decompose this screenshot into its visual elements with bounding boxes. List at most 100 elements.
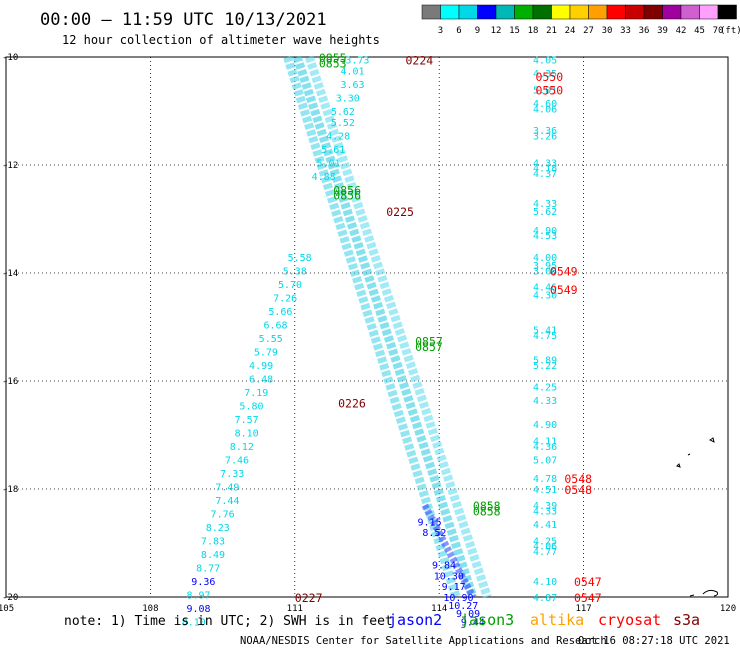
satellite-track	[292, 55, 478, 599]
colorbar-label: 12	[491, 26, 502, 36]
time-label: 0853	[319, 56, 347, 70]
swh-value: 4.78	[533, 474, 557, 485]
x-tick-label: 120	[720, 604, 736, 614]
swh-value: 8.10	[182, 617, 206, 628]
time-label: 0858	[473, 499, 501, 513]
swh-value: 7.49	[215, 482, 239, 493]
swh-value: 3.26	[533, 131, 557, 142]
legend-item-jason2: jason2	[388, 611, 442, 629]
time-label: 0225	[386, 205, 414, 219]
satellite-track	[421, 503, 476, 599]
colorbar-swatch	[588, 4, 608, 20]
colorbar-swatch	[699, 4, 719, 20]
swh-value: 3.36	[533, 126, 557, 137]
swh-value: 9.09	[456, 609, 480, 620]
coastline-outline	[689, 589, 719, 597]
swh-value: 7.46	[225, 455, 249, 466]
swh-value: 4.88	[312, 172, 336, 183]
swh-value: 10.27	[448, 601, 478, 612]
colorbar-label: 3	[438, 26, 443, 36]
footer-generated: Oct 16 08:27:18 UTC 2021	[578, 635, 730, 647]
swh-value: 4.37	[533, 169, 557, 180]
swh-value: 3.63	[341, 80, 365, 91]
colorbar: 3 6 9 12 15 18 21 24 27 30 33 36 39 42 45 70(ft)	[421, 4, 740, 36]
x-tick-label: 105	[0, 604, 14, 614]
swh-value: 3.30	[336, 94, 360, 105]
swh-value: 9.36	[191, 577, 215, 588]
chart-subtitle: 12 hour collection of altimeter wave hei…	[62, 33, 380, 47]
swh-value: 4.33	[533, 158, 557, 169]
swh-value: 5.52	[331, 118, 355, 129]
swh-value: 5.55	[259, 334, 283, 345]
colorbar-label: 33	[620, 26, 631, 36]
swh-value: 4.25	[533, 536, 557, 547]
note-text: note: 1) Time is in UTC; 2) SWH is in fe…	[64, 614, 393, 629]
axis-ticks: 105 108 111 114 117 120 -10 -12 -14 -16 -18 -20	[0, 53, 736, 614]
swh-labels: 4.054.355.014.604.063.363.264.334.184.37…	[182, 56, 557, 629]
time-label: 0550	[535, 70, 563, 84]
coastline-islands	[676, 437, 719, 597]
time-label: 0549	[550, 264, 578, 278]
swh-value: 9.15	[418, 517, 442, 528]
y-tick-label: -12	[2, 161, 18, 171]
swh-value: 8.49	[201, 550, 225, 561]
swh-value: 4.33	[533, 396, 557, 407]
swh-value: 3.73	[345, 56, 369, 67]
time-label: 0550	[535, 83, 563, 97]
swh-value: 4.36	[533, 442, 557, 453]
time-label: 0856	[333, 189, 361, 203]
swh-value: 4.35	[533, 69, 557, 80]
time-label: 0224	[406, 54, 434, 68]
swh-value: 7.44	[215, 496, 239, 507]
swh-value: 5.61	[321, 145, 345, 156]
y-tick-label: -20	[2, 593, 18, 603]
colorbar-label: 42	[676, 26, 687, 36]
swh-value: 4.10	[533, 577, 557, 588]
swh-value: 5.62	[331, 107, 355, 118]
y-tick-label: -16	[2, 377, 18, 387]
swh-value: 5.38	[283, 266, 307, 277]
time-label: 0547	[574, 575, 602, 589]
colorbar-swatch	[421, 4, 441, 20]
colorbar-label: 24	[565, 26, 576, 36]
colorbar-label: 15	[509, 26, 520, 36]
swh-value: 4.99	[249, 361, 273, 372]
swh-value: 4.77	[533, 547, 557, 558]
colorbar-swatch	[625, 4, 645, 20]
satellite-tracks	[283, 55, 492, 599]
colorbar-label: 30	[602, 26, 613, 36]
time-label: 0857	[415, 335, 443, 349]
time-label: 0858	[473, 505, 501, 519]
swh-value: 3.95	[533, 261, 557, 272]
colorbar-label: 21	[546, 26, 557, 36]
time-label: 0547	[574, 591, 602, 605]
swh-value: 7.19	[244, 388, 268, 399]
swh-value: 4.90	[533, 226, 557, 237]
swh-value: 4.06	[533, 542, 557, 553]
colorbar-swatch	[680, 4, 700, 20]
plot-frame	[5, 56, 729, 598]
x-tick-label: 114	[431, 604, 447, 614]
swh-value: 4.33	[533, 507, 557, 518]
swh-value: 9.44	[461, 617, 485, 628]
colorbar-label: 27	[583, 26, 594, 36]
swh-value: 5.66	[268, 307, 292, 318]
swh-value: 4.60	[533, 99, 557, 110]
legend-item-jason3: jason3	[460, 611, 514, 629]
colorbar-label: 70	[713, 26, 724, 36]
y-tick-label: -18	[2, 485, 18, 495]
swh-value: 8.12	[230, 442, 254, 453]
swh-value: 5.80	[239, 401, 263, 412]
swh-value: 5.22	[533, 361, 557, 372]
legend: jason2 jason3 altika cryosat s3a	[388, 611, 700, 629]
swh-value: 4.75	[533, 331, 557, 342]
y-tick-label: -14	[2, 269, 18, 279]
swh-value: 8.77	[196, 563, 220, 574]
chart-title: 00:00 – 11:59 UTC 10/13/2021	[40, 10, 327, 30]
swh-value: 7.76	[211, 509, 235, 520]
colorbar-swatch	[514, 4, 534, 20]
time-label: 0549	[550, 283, 578, 297]
swh-value: 3.08	[533, 266, 557, 277]
swh-value: 4.05	[533, 56, 557, 67]
